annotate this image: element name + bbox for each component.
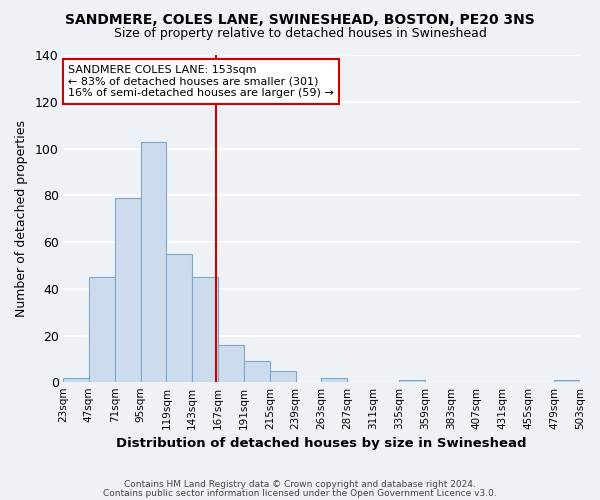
Bar bbox=[322, 378, 347, 382]
Text: Contains public sector information licensed under the Open Government Licence v3: Contains public sector information licen… bbox=[103, 489, 497, 498]
Bar bbox=[218, 345, 244, 383]
Bar bbox=[89, 277, 115, 382]
X-axis label: Distribution of detached houses by size in Swineshead: Distribution of detached houses by size … bbox=[116, 437, 527, 450]
Text: SANDMERE, COLES LANE, SWINESHEAD, BOSTON, PE20 3NS: SANDMERE, COLES LANE, SWINESHEAD, BOSTON… bbox=[65, 12, 535, 26]
Bar bbox=[270, 370, 296, 382]
Y-axis label: Number of detached properties: Number of detached properties bbox=[15, 120, 28, 317]
Text: Contains HM Land Registry data © Crown copyright and database right 2024.: Contains HM Land Registry data © Crown c… bbox=[124, 480, 476, 489]
Bar bbox=[115, 198, 140, 382]
Text: Size of property relative to detached houses in Swineshead: Size of property relative to detached ho… bbox=[113, 28, 487, 40]
Bar bbox=[244, 362, 270, 382]
Bar bbox=[554, 380, 580, 382]
Bar bbox=[399, 380, 425, 382]
Bar bbox=[63, 378, 89, 382]
Bar bbox=[140, 142, 166, 382]
Bar bbox=[192, 277, 218, 382]
Text: SANDMERE COLES LANE: 153sqm
← 83% of detached houses are smaller (301)
16% of se: SANDMERE COLES LANE: 153sqm ← 83% of det… bbox=[68, 65, 334, 98]
Bar bbox=[166, 254, 192, 382]
